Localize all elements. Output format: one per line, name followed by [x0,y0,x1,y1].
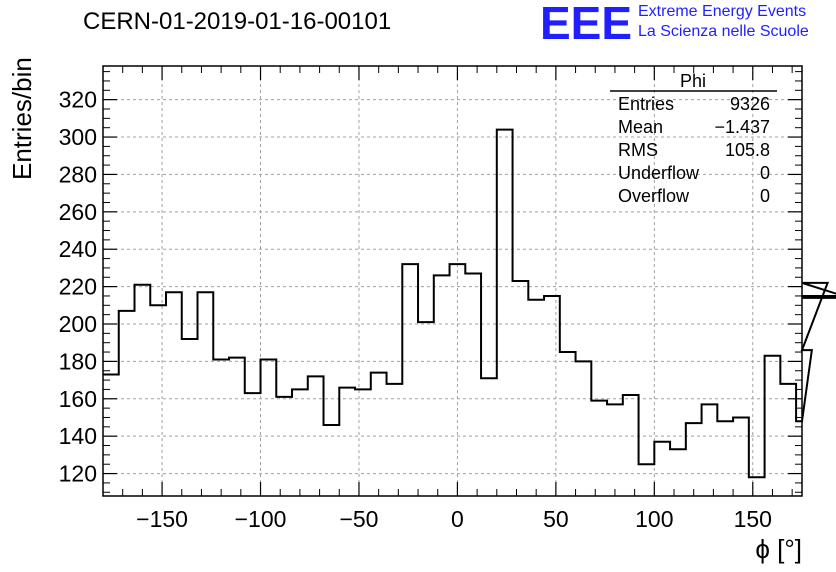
stats-row-value: 0 [760,186,770,206]
y-tick-label: 300 [59,124,97,150]
stats-rows: Entries 9326 Mean −1.437 RMS 105.8 Underflow 0 O… [618,94,770,206]
stats-row-label: Underflow [618,163,700,183]
stats-row-label: Mean [618,117,663,137]
y-tick-label: 280 [59,161,97,187]
stats-box: Phi Entries 9326 Mean −1.437 RMS 105.8 Underfl… [610,71,777,206]
eee-logo: EEE [540,0,633,49]
stats-row-value: 105.8 [725,140,770,160]
x-tick-label: 150 [734,506,772,532]
y-tick-label: 220 [59,274,97,300]
grid-layer [103,66,802,496]
eee-logo-line-2: La Scienza nelle Scuole [638,23,809,40]
tick-labels-layer: −150 −100 −50 0 50 100 150 120 140 160 180 200 220 24… [59,87,772,532]
stats-title: Phi [680,71,706,91]
x-tick-label: −150 [136,506,188,532]
plot-frame [102,65,803,497]
x-axis-label: ϕ [°] [755,534,802,564]
stats-row-value: 0 [760,163,770,183]
x-tick-label: −50 [339,506,378,532]
eee-logo-line-1: Extreme Energy Events [638,3,807,20]
y-tick-label: 180 [59,348,97,374]
y-tick-label: 140 [59,423,97,449]
y-tick-label: 200 [59,311,97,337]
y-tick-label: 120 [59,461,97,487]
run-title: CERN-01-2019-01-16-00101 [83,8,392,35]
y-tick-label: 160 [59,386,97,412]
stats-row-label: Overflow [618,186,690,206]
x-tick-label: 100 [635,506,673,532]
stats-row-label: Entries [618,94,674,114]
x-tick-label: −100 [235,506,287,532]
x-tick-label: 0 [451,506,464,532]
stats-row-value: −1.437 [714,117,770,137]
y-tick-label: 240 [59,236,97,262]
y-tick-label: 320 [59,87,97,113]
y-axis-label: Entries/bin [7,57,37,180]
stats-row-label: RMS [618,140,658,160]
x-tick-label: 50 [543,506,569,532]
ticks-layer [102,66,802,496]
stats-row-value: 9326 [730,94,770,114]
y-tick-label: 260 [59,199,97,225]
histogram-line [103,128,836,479]
